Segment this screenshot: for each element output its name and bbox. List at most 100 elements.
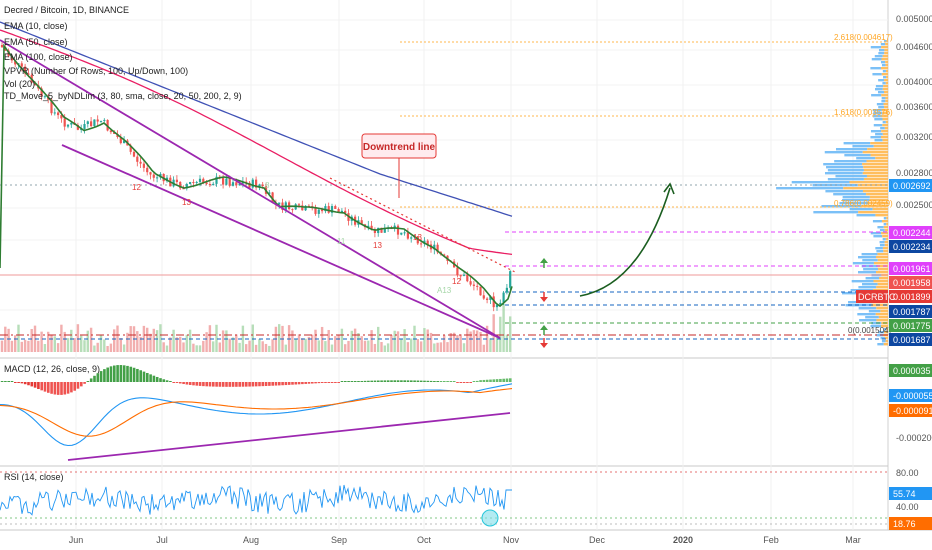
candle-body xyxy=(410,237,413,239)
price-tick: 0.004000 xyxy=(896,77,932,87)
vpvr-bar xyxy=(835,148,868,151)
macd-bar xyxy=(17,382,20,383)
candle-body xyxy=(99,120,103,122)
macd-bar xyxy=(182,382,185,385)
macd-bar xyxy=(89,378,93,382)
candle-body xyxy=(462,274,466,276)
vpvr-bar xyxy=(862,172,888,175)
macd-bar xyxy=(386,380,390,382)
vpvr-bar xyxy=(885,82,888,85)
volume-bar xyxy=(446,342,449,352)
vpvr-bar xyxy=(877,343,884,346)
macd-bar xyxy=(146,372,149,382)
macd-bar xyxy=(433,381,436,382)
vpvr-bar xyxy=(886,328,888,331)
volume-bar xyxy=(80,335,83,352)
volume-bar xyxy=(353,328,357,352)
macd-bar xyxy=(505,378,509,382)
vpvr-bar xyxy=(886,217,888,220)
candle-body xyxy=(60,115,63,119)
macd-bar xyxy=(116,365,119,382)
vpvr-bar xyxy=(881,109,888,112)
vpvr-bar xyxy=(878,268,888,271)
volume-bar xyxy=(188,329,192,352)
macd-bar xyxy=(109,366,113,382)
time-tick: Oct xyxy=(417,535,432,545)
candle-body xyxy=(261,184,264,187)
macd-bar xyxy=(284,382,288,386)
vpvr-bar xyxy=(813,211,859,214)
downtrend-callout[interactable]: Downtrend line xyxy=(361,133,437,198)
volume-bar xyxy=(469,331,472,352)
candle-body xyxy=(152,174,155,178)
price-axis: 0.005000 0.004600 0.004000 0.003600 0.00… xyxy=(896,14,932,210)
volume-bar xyxy=(238,342,241,352)
macd-bar xyxy=(489,379,492,382)
macd-bar xyxy=(37,382,40,390)
macd-bar xyxy=(383,380,387,382)
volume-bar xyxy=(7,328,10,352)
price-tag: 0.001687 xyxy=(889,333,932,346)
vpvr-bar xyxy=(877,283,888,286)
volume-bar xyxy=(70,329,73,352)
macd-bar xyxy=(327,382,331,383)
macd-bar xyxy=(63,382,67,395)
macd-bar xyxy=(429,380,433,382)
vpvr-bar xyxy=(884,331,888,334)
candle-body xyxy=(383,228,386,233)
chart-legend[interactable]: Decred / Bitcoin, 1D, BINANCE EMA (10, c… xyxy=(4,5,242,101)
vpvr-bar xyxy=(879,229,885,232)
volume-bar xyxy=(0,340,4,352)
rsi-tick: 40.00 xyxy=(896,502,919,512)
vpvr-bar xyxy=(857,184,888,187)
vpvr-bar xyxy=(874,118,883,121)
vpvr-bar xyxy=(833,193,867,196)
rsi-tag: 55.74 xyxy=(889,487,932,500)
volume-bar xyxy=(245,344,248,352)
candle-body xyxy=(185,183,188,189)
vpvr-bar xyxy=(843,142,871,145)
macd-bar xyxy=(271,382,274,386)
price-tick: 0.002500 xyxy=(896,200,932,210)
macd-bar xyxy=(320,382,324,383)
macd-bar xyxy=(390,380,393,382)
volume-bar xyxy=(509,316,512,352)
volume-bar xyxy=(37,340,40,352)
vpvr-bar xyxy=(878,79,885,82)
volume-bar xyxy=(416,339,419,352)
vpvr-bar xyxy=(877,259,888,262)
candle-body xyxy=(93,119,96,127)
vpvr-bar xyxy=(880,43,886,46)
vpvr-bar xyxy=(883,91,888,94)
macd-bar xyxy=(23,382,27,385)
ema-10-line xyxy=(0,43,513,308)
volume-bar xyxy=(109,343,113,352)
macd-bar xyxy=(179,382,182,384)
macd-bar xyxy=(30,382,34,387)
candle-body xyxy=(149,172,152,175)
volume-bar xyxy=(182,342,185,352)
macd-bar xyxy=(258,382,261,387)
volume-bar xyxy=(311,334,314,352)
macd-bar xyxy=(317,382,321,384)
macd-bar xyxy=(126,365,129,382)
candle-body xyxy=(509,271,512,288)
volume-bar xyxy=(106,345,109,352)
candle-body xyxy=(324,206,327,212)
macd-bar xyxy=(155,376,159,382)
macd-bar xyxy=(406,380,410,382)
price-tick: 0.002800 xyxy=(896,168,932,178)
macd-bar xyxy=(446,381,449,382)
vpvr-bar xyxy=(839,202,869,205)
candle-body xyxy=(222,177,225,185)
macd-bar xyxy=(476,380,479,382)
macd-bar xyxy=(192,382,195,386)
vpvr-bar xyxy=(862,283,878,286)
macd-bar xyxy=(169,381,172,382)
macd-bar xyxy=(509,378,512,382)
vpvr-bar xyxy=(873,262,888,265)
candle-body xyxy=(278,202,281,205)
price-tag: 0.001961 xyxy=(889,262,932,275)
macd-bar xyxy=(353,381,357,382)
